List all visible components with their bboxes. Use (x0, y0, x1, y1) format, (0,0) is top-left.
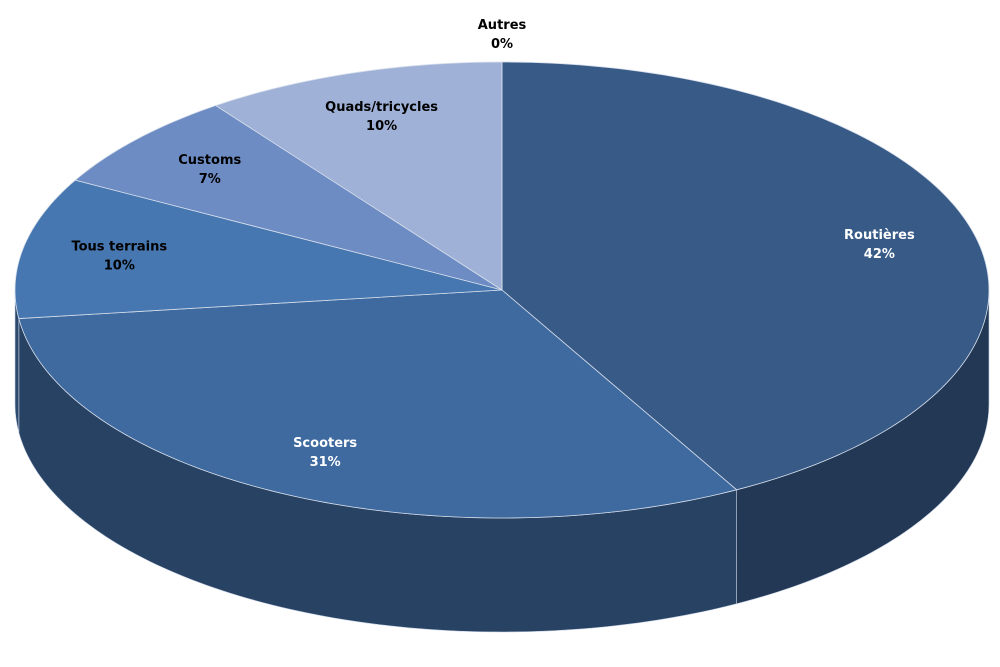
slice (214, 61, 503, 291)
value-label: 0% (491, 37, 513, 52)
value-label: 10% (104, 258, 135, 273)
slice-label: Scooters (293, 436, 357, 451)
slice (74, 105, 503, 291)
value-label: 31% (310, 455, 341, 470)
value-label: 10% (366, 119, 397, 134)
value-label: 7% (199, 172, 221, 187)
slice-label: Customs (178, 153, 241, 168)
slice-label: Routières (844, 228, 915, 243)
slice-label: Autres (478, 18, 527, 33)
value-label: 42% (864, 247, 895, 262)
slice-label: Quads/tricycles (325, 100, 438, 115)
slice-label: Tous terrains (71, 239, 167, 254)
slice (14, 179, 503, 319)
slice (18, 289, 738, 519)
slice (501, 61, 990, 491)
